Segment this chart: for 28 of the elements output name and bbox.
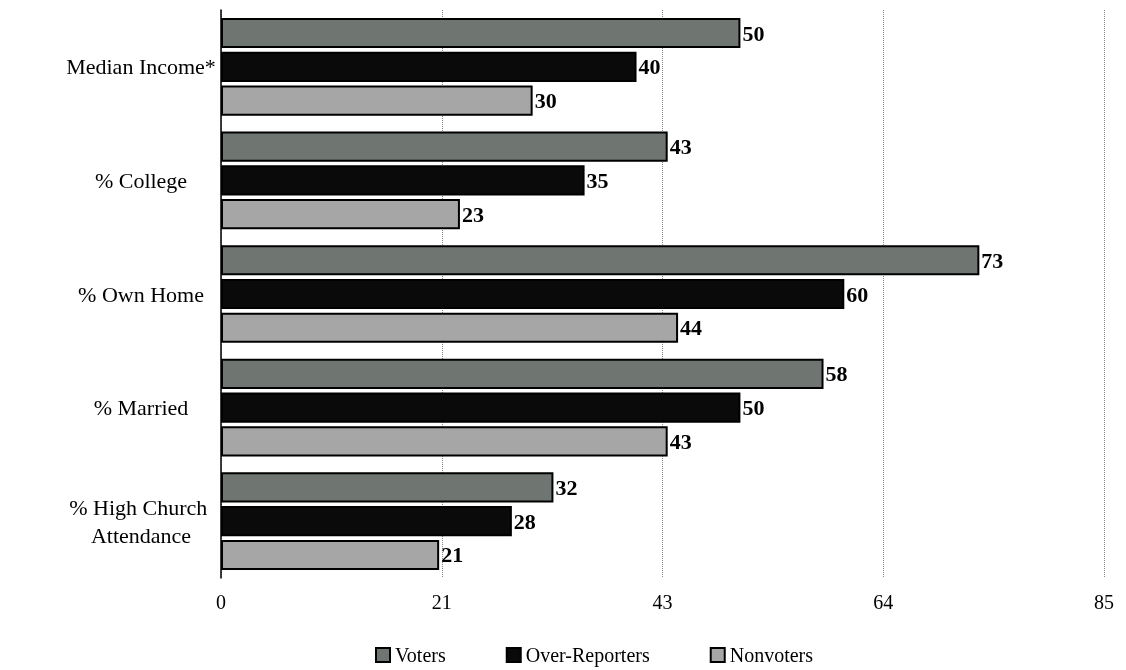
- y-tick-label: % Own Home: [78, 281, 204, 307]
- data-label: 28: [513, 508, 536, 534]
- data-label: 50: [742, 20, 765, 46]
- data-label: 73: [981, 247, 1004, 273]
- x-tick-label: 64: [873, 591, 894, 613]
- data-label: 43: [669, 428, 692, 454]
- data-label: 23: [461, 201, 484, 227]
- data-label: 40: [638, 54, 661, 80]
- legend-label: Voters: [395, 644, 446, 666]
- x-tick-label: 0: [216, 591, 226, 613]
- y-tick-label: % Married: [93, 395, 189, 421]
- legend-label: Nonvoters: [729, 644, 814, 666]
- y-tick-label: % College: [94, 167, 188, 193]
- data-label: 32: [555, 474, 578, 500]
- data-label: 35: [586, 167, 609, 193]
- x-tick-label: 43: [652, 591, 673, 613]
- data-label: 58: [825, 361, 848, 387]
- legend-label: Over-Reporters: [525, 644, 650, 667]
- x-tick-label: 85: [1094, 591, 1114, 613]
- data-label: 44: [680, 315, 703, 341]
- data-label: 60: [846, 281, 869, 307]
- y-tick-label: Median Income*: [66, 54, 216, 80]
- data-label: 50: [742, 395, 765, 421]
- y-tick-label: % High Church Attendance: [69, 494, 213, 548]
- x-tick-label: 21: [431, 591, 452, 613]
- data-label: 21: [441, 542, 464, 568]
- data-label: 30: [534, 88, 557, 114]
- data-label: 43: [669, 134, 692, 160]
